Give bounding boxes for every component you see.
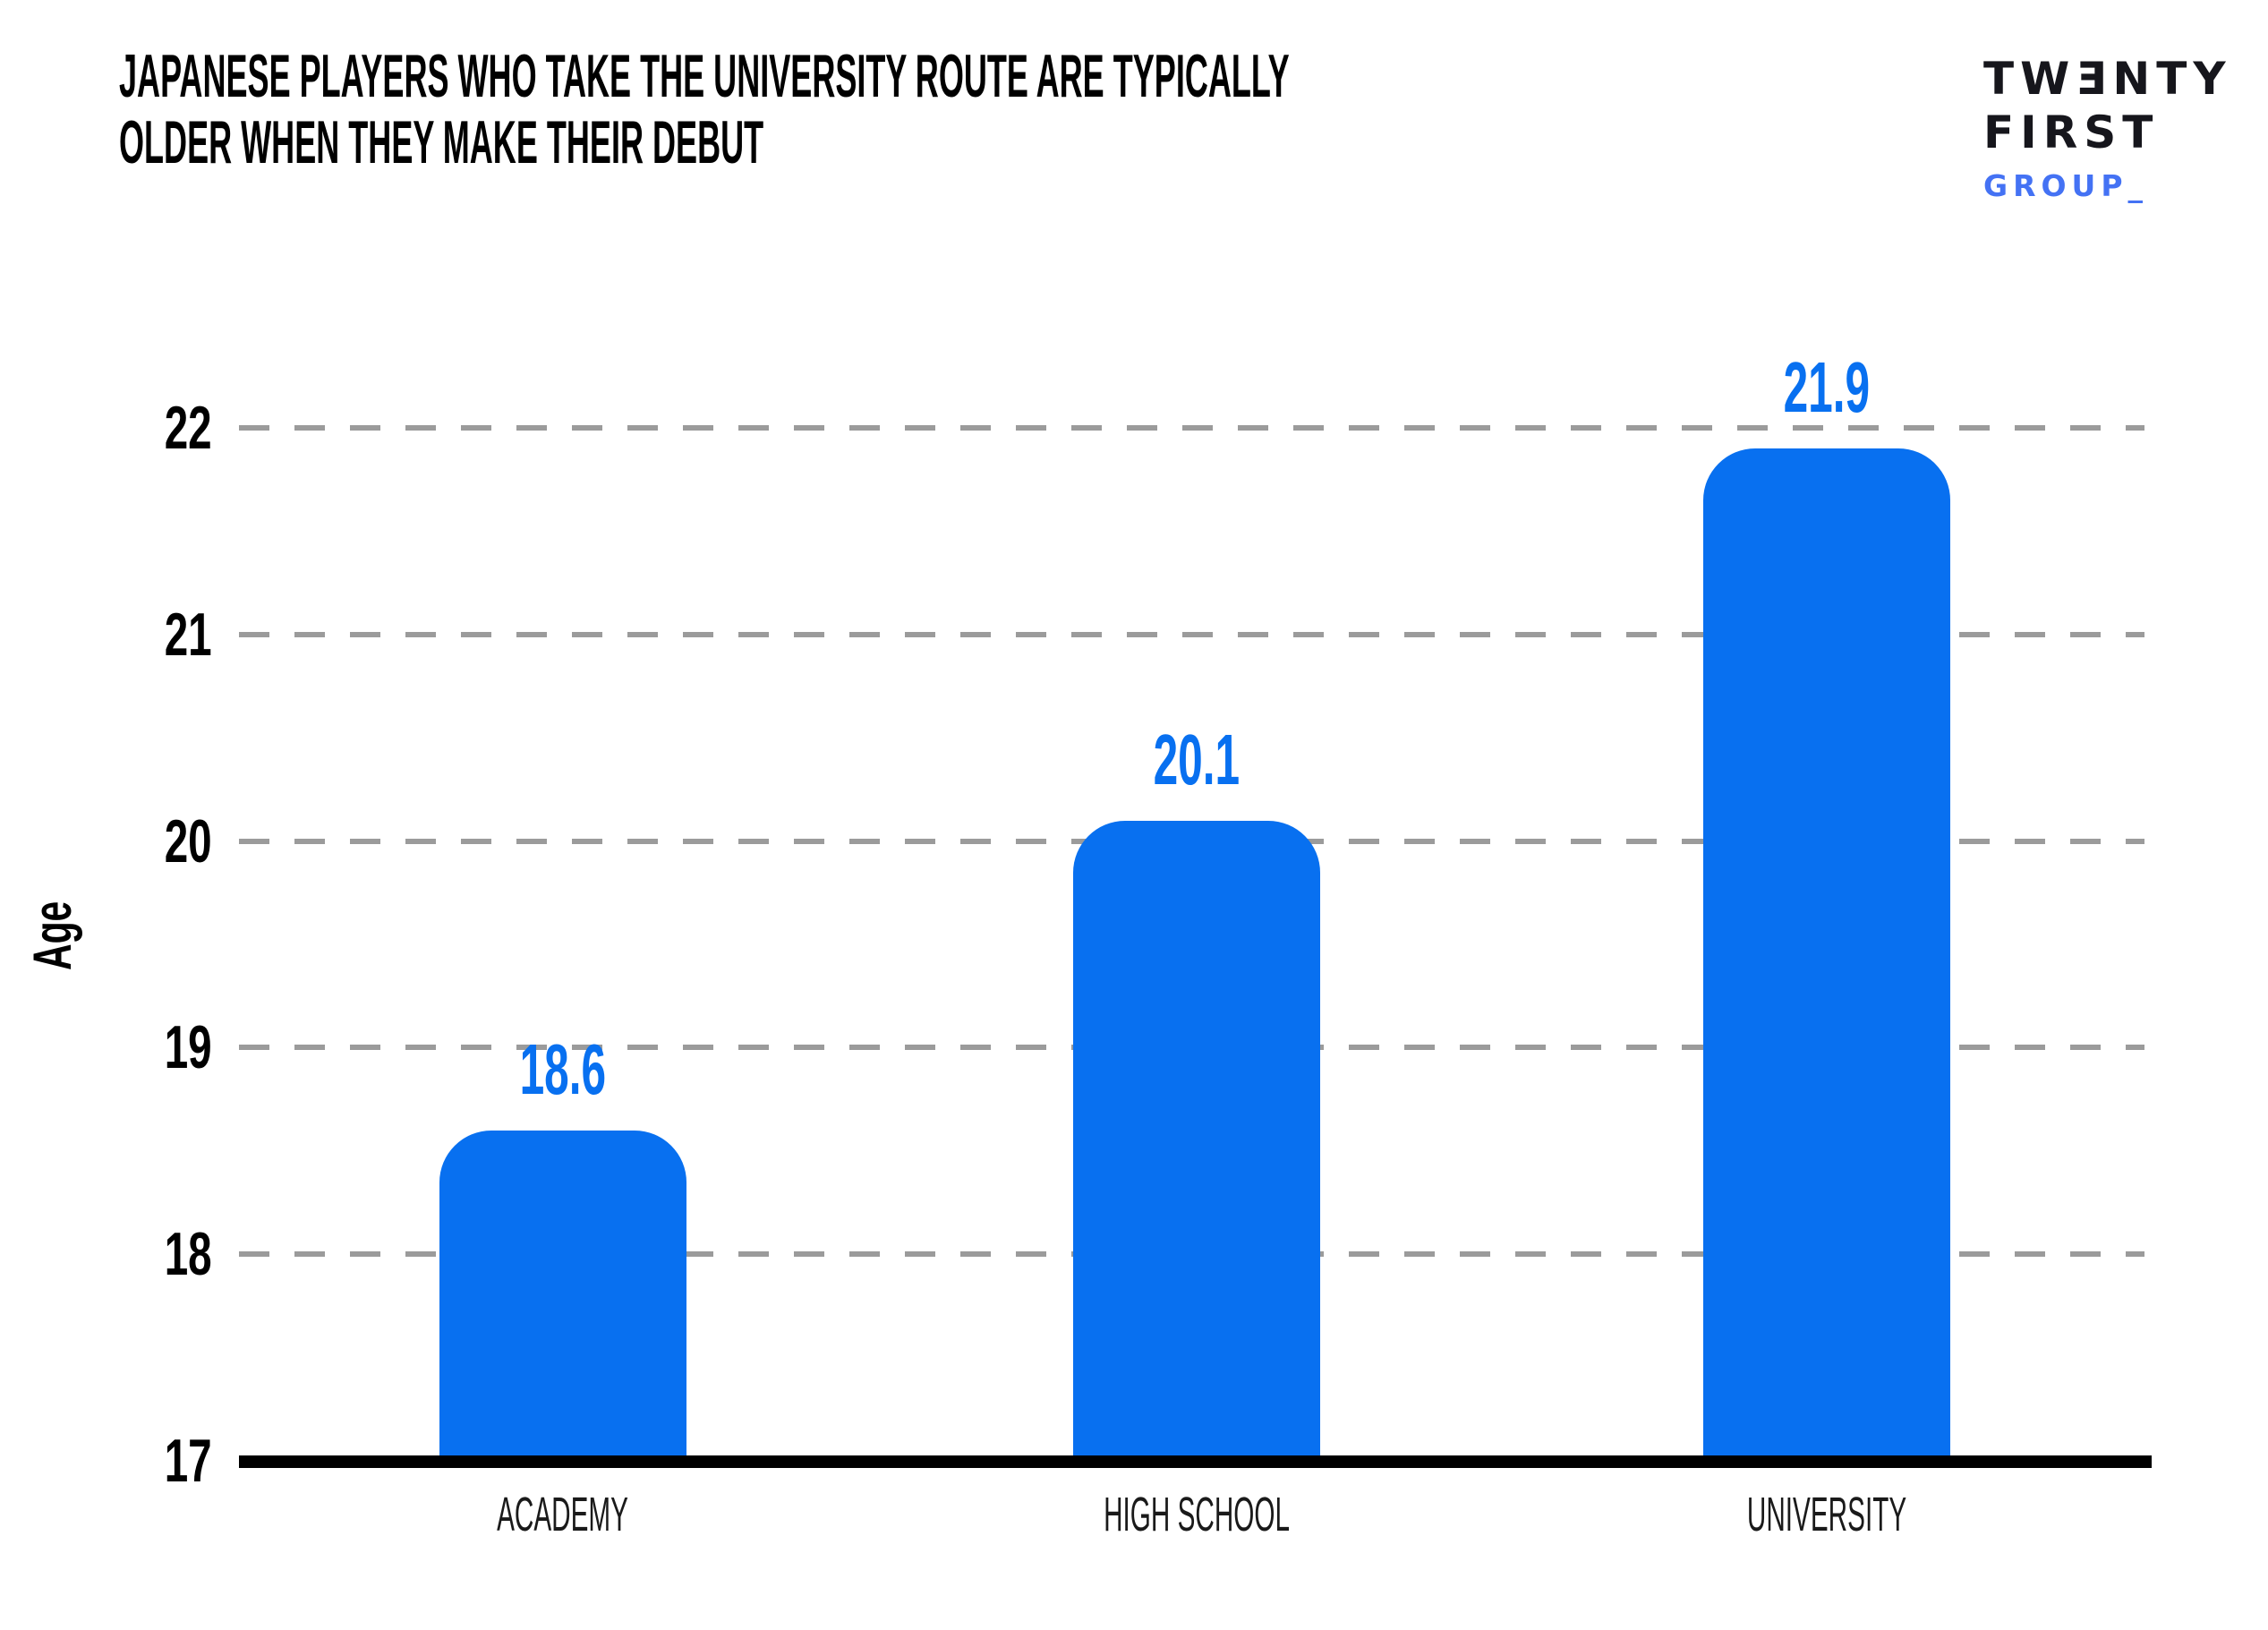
y-tick-label-text: 19: [165, 1013, 212, 1082]
x-category-label-university: UNIVERSITY: [1558, 1489, 2095, 1540]
bar-value-label-academy: 18.6: [384, 1028, 742, 1109]
bar-value-text: 18.6: [519, 1028, 607, 1109]
bar-value-label-high-school: 20.1: [1018, 719, 1376, 799]
brand-logo-word-first: FIRST: [1983, 107, 2160, 158]
x-category-text: HIGH SCHOOL: [1104, 1488, 1290, 1541]
x-category-label-academy: ACADEMY: [294, 1489, 831, 1540]
brand-logo-word-twenty: TWƎNTY: [1983, 53, 2232, 105]
page-title: JAPANESE PLAYERS WHO TAKE THE UNIVERSITY…: [119, 43, 1290, 175]
y-tick-label-text: 17: [165, 1427, 212, 1495]
bar-university: [1703, 448, 1950, 1461]
brand-logo-word-group: GROUP_: [1983, 168, 2149, 203]
x-category-text: UNIVERSITY: [1746, 1488, 1907, 1541]
page-title-line-2: OLDER WHEN THEY MAKE THEIR DEBUT: [119, 108, 764, 176]
y-tick-label-19: 19: [0, 1017, 212, 1078]
y-tick-label-17: 17: [0, 1430, 212, 1491]
y-tick-label-text: 21: [165, 600, 212, 669]
bar-value-text: 21.9: [1783, 347, 1871, 428]
y-tick-label-text: 20: [165, 806, 212, 875]
gridline-22: [239, 425, 2144, 431]
gridline-21: [239, 631, 2144, 637]
brand-logo: TWƎNTY FIRST GROUP_: [1983, 52, 2232, 206]
bar-high-school: [1073, 820, 1320, 1461]
x-category-label-high-school: HIGH SCHOOL: [928, 1489, 1465, 1540]
bar-academy: [439, 1130, 686, 1461]
y-axis-title-text: Age: [21, 900, 82, 970]
y-tick-label-text: 22: [165, 394, 212, 462]
y-tick-label-22: 22: [0, 397, 212, 458]
y-axis-title: Age: [22, 846, 82, 1025]
bar-value-text: 20.1: [1153, 719, 1241, 799]
y-tick-label-18: 18: [0, 1224, 212, 1284]
y-tick-label-text: 18: [165, 1220, 212, 1289]
x-category-text: ACADEMY: [497, 1488, 629, 1541]
page-title-line-1: JAPANESE PLAYERS WHO TAKE THE UNIVERSITY…: [119, 42, 1290, 110]
bar-value-label-university: 21.9: [1648, 350, 2006, 425]
x-axis-line: [239, 1455, 2152, 1468]
y-tick-label-20: 20: [0, 811, 212, 872]
y-tick-label-21: 21: [0, 604, 212, 665]
